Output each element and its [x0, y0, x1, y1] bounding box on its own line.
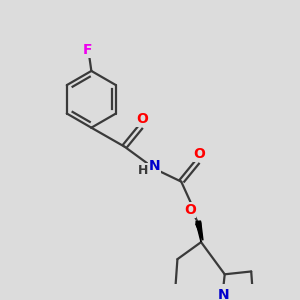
Polygon shape	[196, 223, 203, 240]
Polygon shape	[196, 221, 201, 242]
Text: F: F	[83, 43, 92, 57]
Text: O: O	[136, 112, 148, 126]
Text: N: N	[218, 288, 230, 300]
Text: O: O	[184, 203, 196, 217]
Text: N: N	[149, 160, 161, 173]
Text: H: H	[138, 164, 148, 177]
Text: O: O	[193, 147, 205, 161]
